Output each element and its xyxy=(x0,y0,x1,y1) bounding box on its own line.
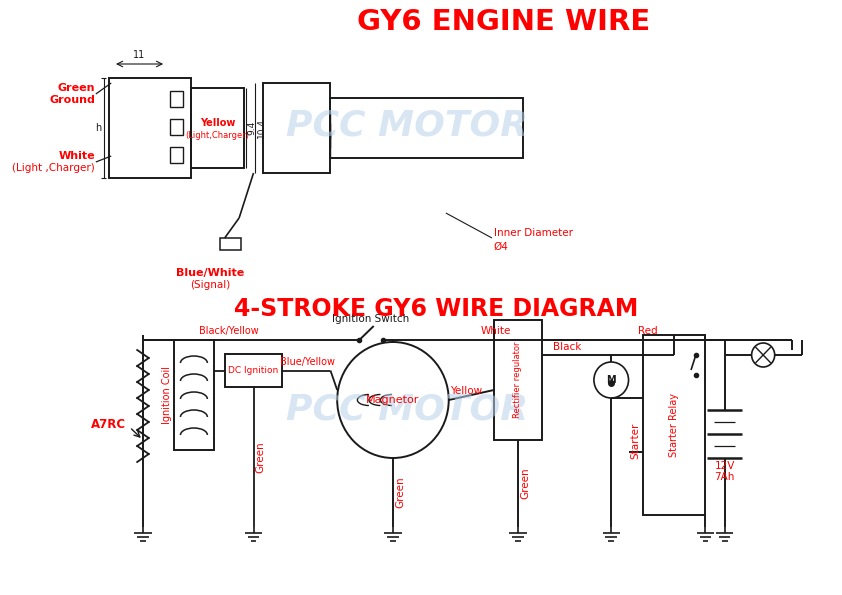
Text: Starter Relay: Starter Relay xyxy=(669,393,679,457)
Text: DC Ignition: DC Ignition xyxy=(228,366,279,375)
Text: M: M xyxy=(606,375,616,385)
Bar xyxy=(109,78,191,178)
Bar xyxy=(170,119,184,135)
Text: (Signal): (Signal) xyxy=(190,280,231,290)
Bar xyxy=(643,335,706,515)
Bar xyxy=(225,354,282,387)
Text: White: White xyxy=(58,151,95,161)
Text: 12V
7Ah: 12V 7Ah xyxy=(715,461,735,483)
Text: Ø4: Ø4 xyxy=(494,242,509,252)
Text: Ground: Ground xyxy=(49,95,95,105)
Text: Rectifier regulator: Rectifier regulator xyxy=(514,342,522,418)
Text: Green: Green xyxy=(395,477,405,508)
Text: 10.4: 10.4 xyxy=(258,118,266,138)
Bar xyxy=(170,91,184,107)
Text: Ignition Switch: Ignition Switch xyxy=(333,314,409,324)
Text: PCC MOTOR: PCC MOTOR xyxy=(286,108,529,142)
Text: Ignition Coil: Ignition Coil xyxy=(162,366,172,424)
Bar xyxy=(220,238,241,250)
Text: h: h xyxy=(95,123,102,133)
Text: 4-STROKE GY6 WIRE DIAGRAM: 4-STROKE GY6 WIRE DIAGRAM xyxy=(234,297,638,321)
Text: Green: Green xyxy=(520,468,530,499)
Text: (Light,Charger): (Light,Charger) xyxy=(185,130,249,139)
Text: Red: Red xyxy=(638,326,658,336)
Text: Black/Yellow: Black/Yellow xyxy=(199,326,258,336)
Text: PCC MOTOR: PCC MOTOR xyxy=(286,393,529,427)
Bar xyxy=(191,88,244,168)
Text: Yellow: Yellow xyxy=(200,118,235,128)
Text: A7RC: A7RC xyxy=(91,418,125,431)
Text: Magnetor: Magnetor xyxy=(366,395,419,405)
Text: 11: 11 xyxy=(133,50,145,60)
Text: Black: Black xyxy=(553,342,581,352)
Text: Green: Green xyxy=(57,83,95,93)
Text: White: White xyxy=(481,326,511,336)
Bar xyxy=(170,147,184,163)
Bar xyxy=(494,320,542,440)
Bar xyxy=(173,340,214,450)
Text: Blue/White: Blue/White xyxy=(176,268,244,278)
Bar xyxy=(330,98,523,158)
Text: GY6 ENGINE WIRE: GY6 ENGINE WIRE xyxy=(357,8,650,36)
Text: Yellow: Yellow xyxy=(450,386,482,396)
Text: Blue/Yellow: Blue/Yellow xyxy=(280,358,335,368)
Text: 9.4: 9.4 xyxy=(248,121,257,135)
Text: (Light ,Charger): (Light ,Charger) xyxy=(12,163,95,173)
Text: Green: Green xyxy=(255,441,265,473)
Text: Starter: Starter xyxy=(631,423,641,459)
Text: Inner Diameter: Inner Diameter xyxy=(494,228,573,238)
Bar xyxy=(264,83,330,173)
